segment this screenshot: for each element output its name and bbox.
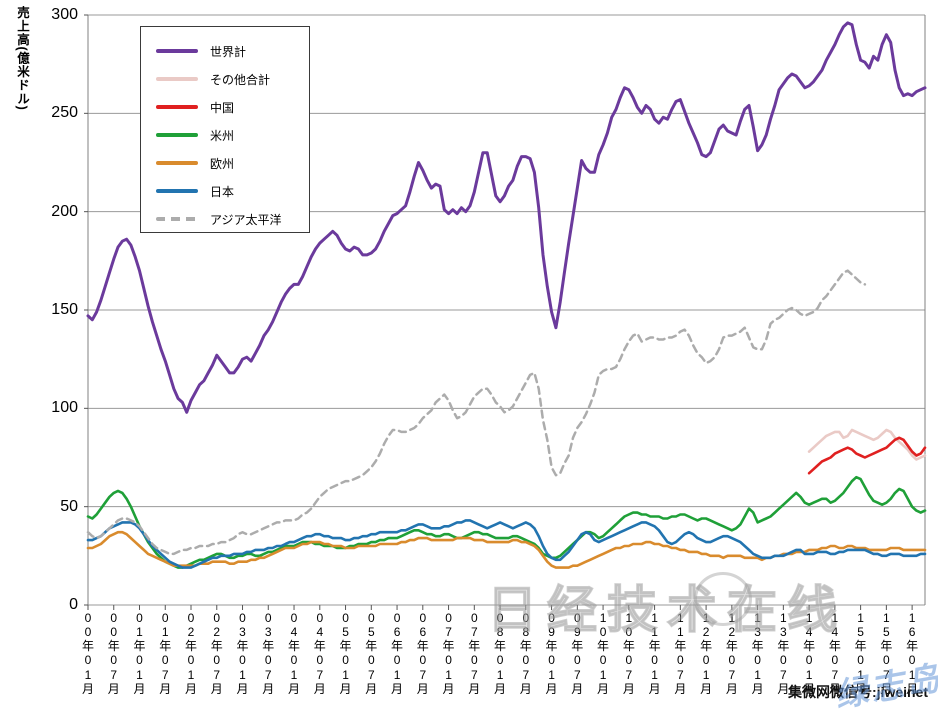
legend-item: 世界計 <box>141 37 309 65</box>
legend-line-swatch <box>156 133 198 137</box>
watermark-circle-icon <box>694 572 752 626</box>
series-line-日本 <box>86 519 927 569</box>
site-watermark: 日经技术在线 <box>486 581 847 639</box>
legend-label: アジア太平洋 <box>210 212 282 227</box>
legend-item: 米州 <box>141 121 309 149</box>
legend-label: 中国 <box>210 100 235 115</box>
series-line-米州 <box>86 475 927 569</box>
legend-label: 米州 <box>210 128 235 143</box>
legend-item: アジア太平洋 <box>141 205 309 233</box>
legend-item: 欧州 <box>141 149 309 177</box>
y-tick-label: 50 <box>60 497 78 515</box>
y-tick-label: 150 <box>51 301 78 318</box>
legend-label: その他合計 <box>210 72 271 87</box>
y-tick-label: 300 <box>51 6 78 23</box>
legend-item: 日本 <box>141 177 309 205</box>
legend-label: 欧州 <box>210 156 235 171</box>
legend-line-swatch <box>156 105 198 109</box>
y-axis-title: 売上高(億米ドル) <box>15 6 29 111</box>
legend-item: その他合計 <box>141 65 309 93</box>
y-tick-label: 200 <box>51 202 78 220</box>
legend-line-swatch <box>156 77 198 81</box>
series-line-その他合計 <box>807 428 927 461</box>
legend-box: 世界計その他合計中国米州欧州日本アジア太平洋 <box>140 26 310 233</box>
legend-label: 日本 <box>210 184 235 199</box>
legend-label: 世界計 <box>210 44 247 59</box>
series-line-世界計 <box>86 21 927 414</box>
y-tick-label: 100 <box>51 399 78 417</box>
legend-item: 中国 <box>141 93 309 121</box>
y-tick-label: 0 <box>69 596 78 613</box>
legend-line-swatch <box>156 49 198 53</box>
wechat-watermark: 集微网微信号:jiweinet <box>788 684 929 700</box>
series-line-アジア太平洋 <box>86 269 867 556</box>
legend-line-swatch <box>156 161 198 165</box>
legend-line-swatch <box>156 217 198 221</box>
series-line-中国 <box>807 436 927 475</box>
y-tick-label: 250 <box>51 104 78 122</box>
legend-line-swatch <box>156 189 198 193</box>
